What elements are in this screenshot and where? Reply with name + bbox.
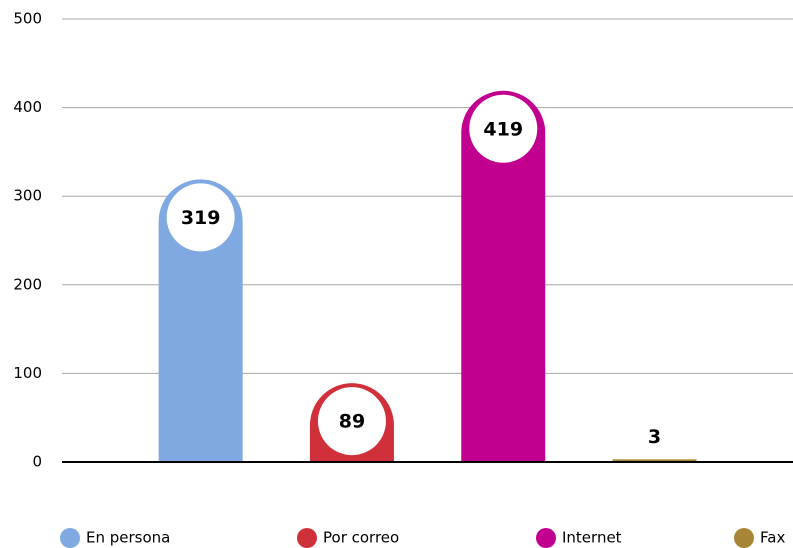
y-tick-label: 400 [13,98,42,116]
y-tick-label: 300 [13,187,42,205]
legend-swatch [297,528,317,548]
y-tick-label: 200 [13,275,42,293]
legend-label: Fax [760,529,785,547]
bar [158,179,243,462]
value-label-bg [317,387,386,456]
bar [612,459,697,462]
legend-swatch [60,528,80,548]
legend-swatch [734,528,754,548]
bar [461,90,546,463]
value-label-bg [166,183,235,252]
legend-label: En persona [86,529,170,547]
value-label: 89 [339,411,365,433]
legend-label: Por correo [323,529,399,547]
y-tick-label: 0 [32,453,42,471]
legend-swatch [536,528,556,548]
value-label: 3 [648,426,661,448]
y-tick-label: 100 [13,364,42,382]
value-label: 319 [181,207,221,229]
value-label-bg [469,94,538,163]
y-tick-label: 500 [13,10,42,28]
value-label: 419 [483,118,523,140]
legend-label: Internet [562,529,622,547]
